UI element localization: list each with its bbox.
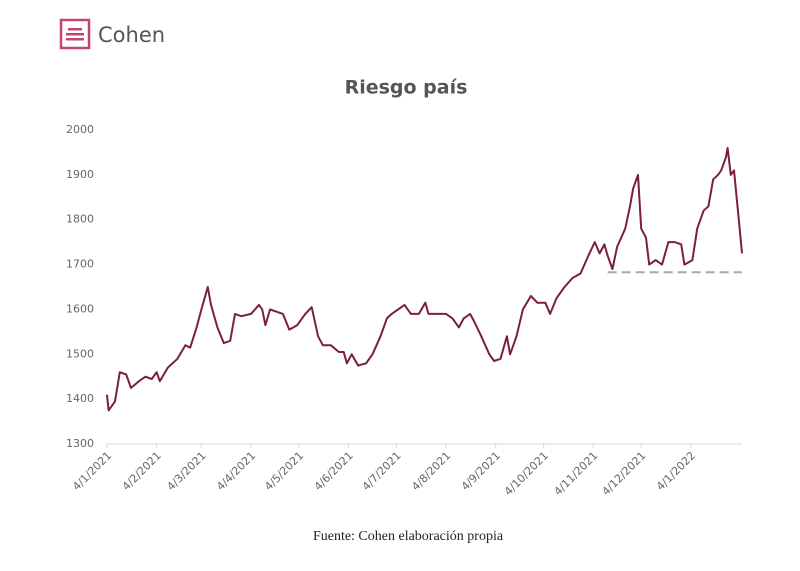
x-tick-label: 4/4/2021 xyxy=(214,449,258,493)
x-tick-label: 4/7/2021 xyxy=(360,449,404,493)
logo-stripe xyxy=(68,28,82,31)
x-tick-label: 4/1/2021 xyxy=(70,449,114,493)
logo xyxy=(59,18,91,50)
x-tick-label: 4/12/2021 xyxy=(599,449,648,498)
chart-title: Riesgo país xyxy=(345,77,468,99)
x-tick-label: 4/2/2021 xyxy=(120,449,164,493)
y-tick-label: 1700 xyxy=(66,258,94,271)
y-tick-label: 1300 xyxy=(66,437,94,450)
brand: Cohen xyxy=(98,23,165,47)
source: Fuente: Cohen elaboración propia xyxy=(313,529,504,544)
x-tick-label: 4/5/2021 xyxy=(262,449,306,493)
y-tick-label: 1800 xyxy=(66,213,94,226)
x-tick-label: 4/11/2021 xyxy=(551,449,600,498)
y-tick-label: 1400 xyxy=(66,392,94,405)
y-tick-label: 1500 xyxy=(66,347,94,360)
x-tick-label: 4/6/2021 xyxy=(312,449,356,493)
logo-stripe xyxy=(66,38,84,41)
x-tick-label: 4/3/2021 xyxy=(164,449,208,493)
y-tick-label: 2000 xyxy=(66,123,94,136)
line xyxy=(106,146,743,412)
y-tick-label: 1900 xyxy=(66,168,94,181)
logo-icon xyxy=(59,18,91,50)
logo-stripe xyxy=(66,33,84,36)
y-tick-label: 1600 xyxy=(66,302,94,315)
x-tick-label: 4/9/2021 xyxy=(459,449,503,493)
x-tick-label: 4/10/2021 xyxy=(502,449,551,498)
x-tick-label: 4/1/2022 xyxy=(654,449,698,493)
x-tick-label: 4/8/2021 xyxy=(409,449,453,493)
